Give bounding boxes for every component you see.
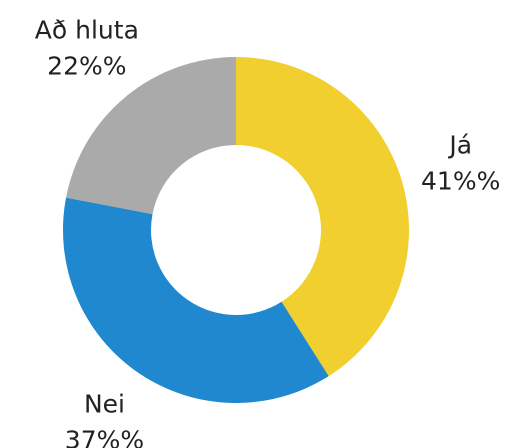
slice-label: Já — [447, 131, 472, 160]
donut-slice — [66, 57, 237, 215]
slice-label: Nei — [84, 390, 125, 419]
donut-slice — [63, 197, 329, 403]
slice-value-label: 22%% — [47, 52, 126, 81]
slice-value-label: 41%% — [421, 167, 500, 196]
donut-slice — [236, 57, 409, 377]
slice-value-label: 37%% — [65, 426, 144, 448]
slice-label: Að hluta — [35, 16, 139, 45]
